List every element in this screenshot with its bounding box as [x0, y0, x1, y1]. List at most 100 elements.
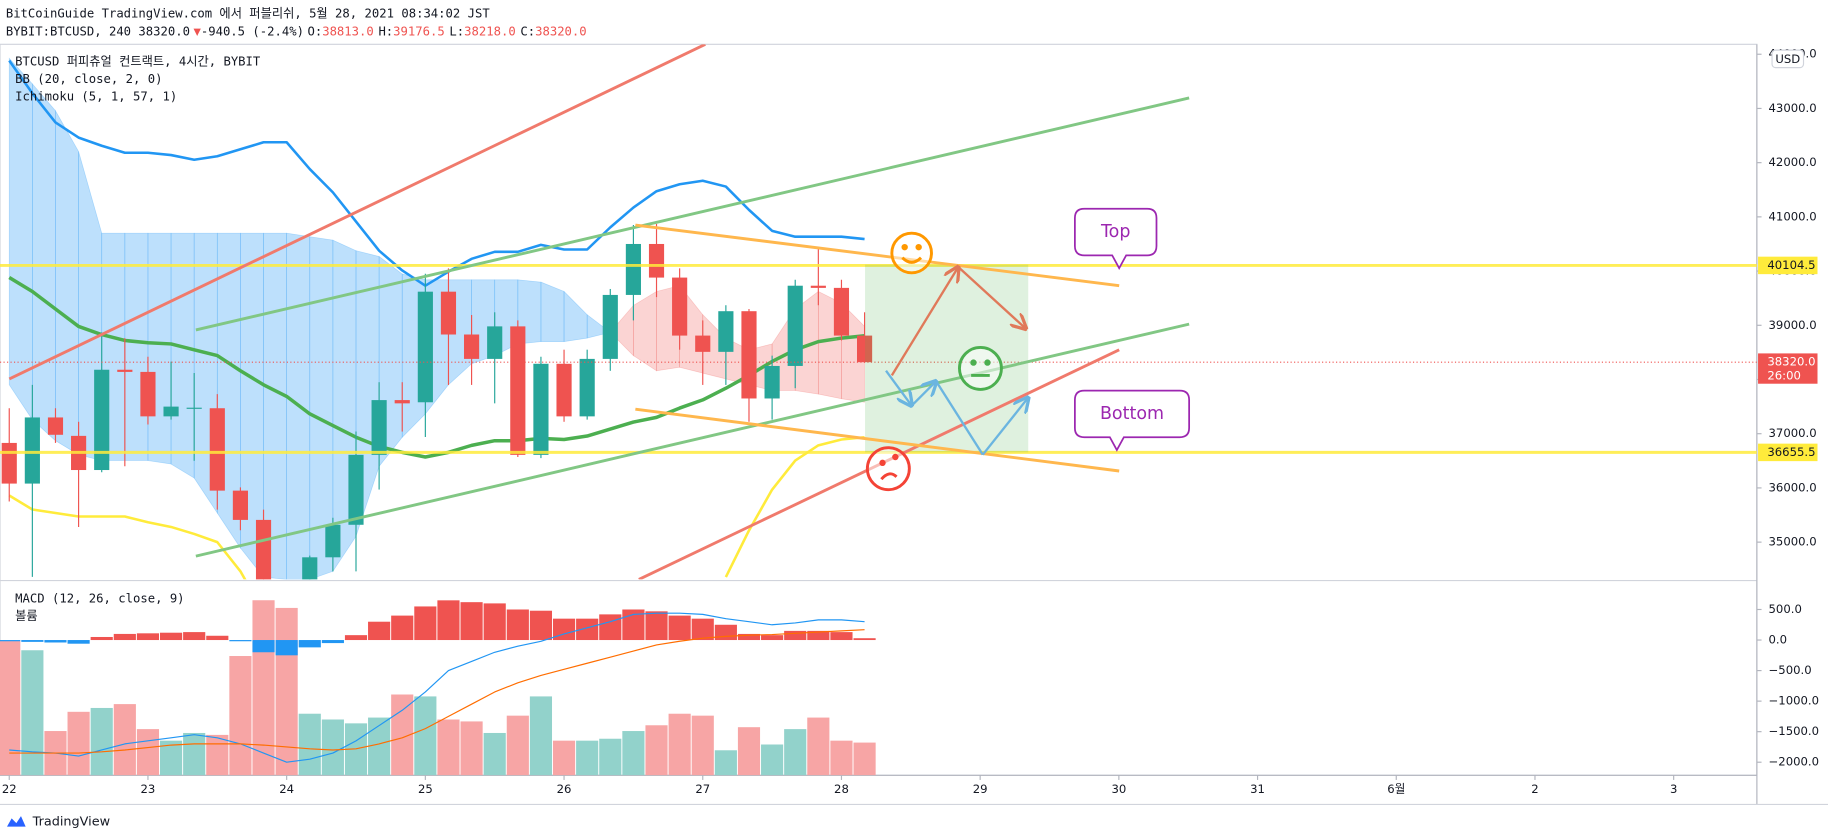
ichimoku-cloud	[147, 232, 172, 465]
y-tick-label: 0.0	[1769, 633, 1788, 647]
macd-histogram-bar	[44, 640, 67, 643]
volume-bar	[807, 717, 830, 776]
volume-bar	[529, 696, 553, 776]
arrow	[935, 380, 984, 456]
candle-body	[186, 407, 202, 409]
macd-histogram-bar	[807, 630, 830, 641]
volume-bar	[368, 717, 391, 776]
arrow	[957, 266, 1026, 329]
candle-body	[232, 490, 248, 520]
y-tick-label: 41000.0	[1769, 209, 1817, 223]
smiley	[890, 231, 933, 275]
macd-histogram-bar	[414, 606, 437, 641]
footer-text: TradingView	[32, 814, 110, 829]
candle-body	[833, 287, 850, 336]
volume-bar	[21, 650, 44, 776]
macd-histogram-bar	[437, 600, 460, 641]
volume-bar	[830, 740, 853, 776]
volume-bar	[159, 740, 183, 776]
ohlc-key: O:	[307, 24, 322, 38]
trend-line	[635, 407, 1120, 473]
volume-bar	[437, 719, 460, 776]
ichimoku-cloud	[540, 281, 565, 342]
candle-body	[255, 519, 272, 580]
x-tick-label: 24	[279, 782, 294, 796]
candle-body	[510, 326, 526, 455]
macd-histogram-bar	[183, 632, 206, 641]
ichimoku-cloud	[32, 83, 56, 442]
volume-bar	[714, 750, 737, 776]
candle-body	[787, 285, 803, 366]
macd-histogram-bar	[344, 635, 368, 641]
arrow	[910, 381, 936, 407]
header-quote: BYBIT:BTCUSD, 240 38320.0 ▼-940.5 (-2.4%)…	[6, 24, 587, 38]
axis-unit: USD	[1775, 52, 1800, 66]
macd-histogram-bar	[552, 618, 576, 641]
x-tick-label: 6월	[1387, 782, 1405, 796]
volume-bar	[206, 734, 229, 776]
volume-bar	[460, 721, 483, 776]
macd-histogram-bar	[113, 633, 136, 641]
volume-bar	[645, 725, 668, 776]
header-line: BitCoinGuide TradingView.com 에서 퍼블리쉬, 5월…	[6, 7, 491, 21]
volume-bar	[622, 731, 645, 776]
candle-body	[718, 311, 734, 352]
ichimoku-cloud	[609, 304, 634, 357]
price-pane	[0, 57, 1757, 580]
volume-bar	[576, 740, 599, 776]
last-price-box	[1758, 353, 1818, 384]
macd-histogram-bar	[737, 633, 761, 641]
macd-histogram-bar	[714, 624, 737, 641]
y-tick-label: 36000.0	[1769, 480, 1817, 494]
candle-body	[440, 291, 457, 335]
macd-legend: MACD (12, 26, close, 9)	[15, 592, 184, 606]
volume-bar	[90, 707, 113, 776]
macd-histogram-bar	[229, 640, 252, 642]
x-tick-label: 26	[557, 782, 572, 796]
candle-body	[764, 365, 780, 399]
volume-bar	[321, 719, 344, 776]
volume-bar	[275, 607, 298, 776]
macd-histogram-bar	[830, 632, 853, 641]
candle-body	[533, 363, 549, 455]
ichimoku-cloud	[563, 290, 588, 343]
candle-body	[394, 400, 410, 404]
candle-body	[487, 326, 503, 359]
ohlc-value: 38218.0	[464, 24, 516, 38]
candle-body	[556, 363, 572, 417]
volume-bar	[298, 713, 321, 776]
ichimoku-cloud	[8, 57, 33, 421]
ohlc-value: 39176.5	[393, 24, 445, 38]
volume-bar	[136, 729, 160, 776]
candle-body	[209, 408, 225, 491]
candle-body	[464, 334, 480, 359]
x-tick-label: 2	[1531, 782, 1538, 796]
y-tick-label: −500.0	[1769, 663, 1812, 677]
candle-body	[117, 369, 133, 372]
macd-histogram-bar	[368, 621, 391, 641]
macd-histogram-bar	[576, 618, 599, 641]
ichimoku-cloud	[55, 109, 79, 456]
level-label: 40104.5	[1767, 258, 1815, 272]
y-tick-label: 500.0	[1769, 602, 1802, 616]
range-box	[865, 264, 1029, 453]
level-label-box	[1758, 256, 1818, 275]
macd-histogram-bar	[622, 609, 645, 641]
header-change: -940.5 (-2.4%)	[201, 24, 304, 38]
volume-bar	[737, 727, 761, 776]
last-price-label: 38320.0	[1767, 355, 1815, 369]
candle-body	[625, 243, 641, 295]
ichimoku-cloud	[124, 232, 149, 461]
macd-histogram-bar	[136, 633, 160, 641]
candle-body	[140, 371, 156, 417]
volume-bar	[853, 742, 876, 776]
macd-histogram-bar	[853, 638, 876, 641]
callout-bubble	[1074, 207, 1158, 270]
volume-bar	[414, 696, 437, 776]
volume-bar	[252, 600, 275, 776]
candle-body	[579, 358, 595, 417]
ohlc-value: 38813.0	[322, 24, 374, 38]
header-arrow: ▼	[193, 24, 201, 38]
macd-histogram-bar	[206, 635, 229, 641]
